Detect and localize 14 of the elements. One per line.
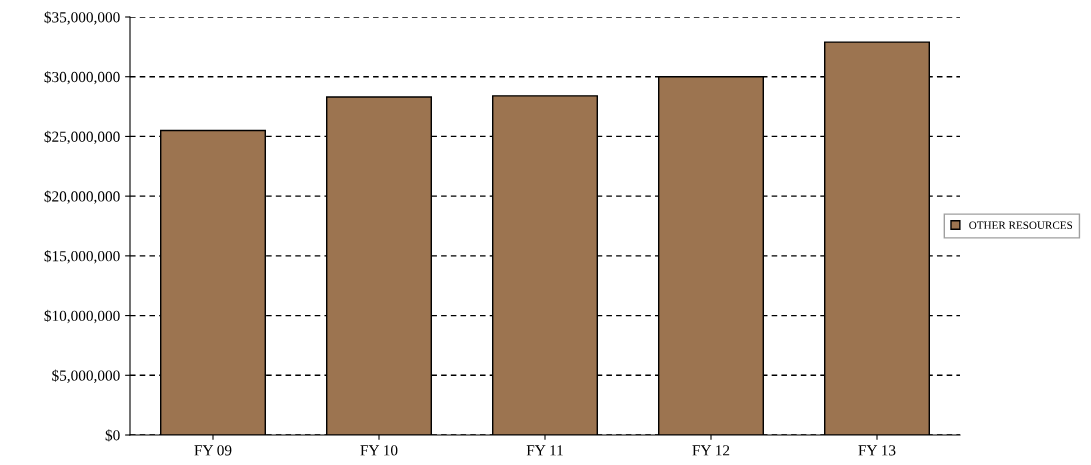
x-tick-label: FY 11 (526, 445, 563, 456)
y-tick-label: $15,000,000 (44, 250, 120, 264)
x-tick-label: FY 12 (692, 445, 730, 456)
x-tick-label: FY 10 (360, 445, 398, 456)
y-tick-label: $35,000,000 (44, 11, 120, 25)
legend-label: OTHER RESOURCES (969, 221, 1073, 229)
y-tick-label: $5,000,000 (52, 369, 120, 383)
y-tick-label: $10,000,000 (44, 309, 120, 324)
y-tick-label: $20,000,000 (44, 190, 120, 204)
y-tick-label: $30,000,000 (44, 70, 120, 85)
x-tick-label: FY 13 (858, 445, 896, 456)
y-tick-label: $25,000,000 (44, 130, 120, 145)
x-tick-label: FY 09 (194, 445, 232, 456)
y-tick-label: $0 (105, 429, 120, 442)
